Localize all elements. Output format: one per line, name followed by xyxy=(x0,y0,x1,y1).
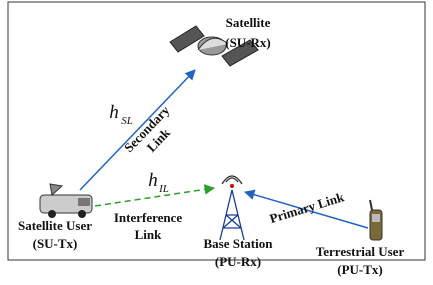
node-label: (SU-Rx) xyxy=(225,35,271,50)
van-icon xyxy=(40,184,92,218)
phone-icon xyxy=(370,200,382,240)
link-label: Primary Link xyxy=(268,189,347,226)
channel-subscript: IL xyxy=(158,183,169,195)
channel-subscript: SL xyxy=(121,115,133,127)
channel-symbol: h xyxy=(109,102,119,123)
node-label: (PU-Tx) xyxy=(337,262,383,277)
node-label: (PU-Rx) xyxy=(215,254,261,269)
node-label: (SU-Tx) xyxy=(33,236,78,251)
channel-symbol: h xyxy=(148,170,158,191)
node-label: Satellite User xyxy=(18,218,92,233)
link-label: Interference xyxy=(114,210,183,225)
node-label: Base Station xyxy=(204,236,274,251)
node-label: Terrestrial User xyxy=(316,244,405,259)
diagram: Satellite (SU-Rx) Satellite User (SU-Tx)… xyxy=(0,0,433,285)
tower-icon xyxy=(220,176,244,240)
node-label: Satellite xyxy=(226,15,271,30)
link-label: Link xyxy=(135,227,163,242)
